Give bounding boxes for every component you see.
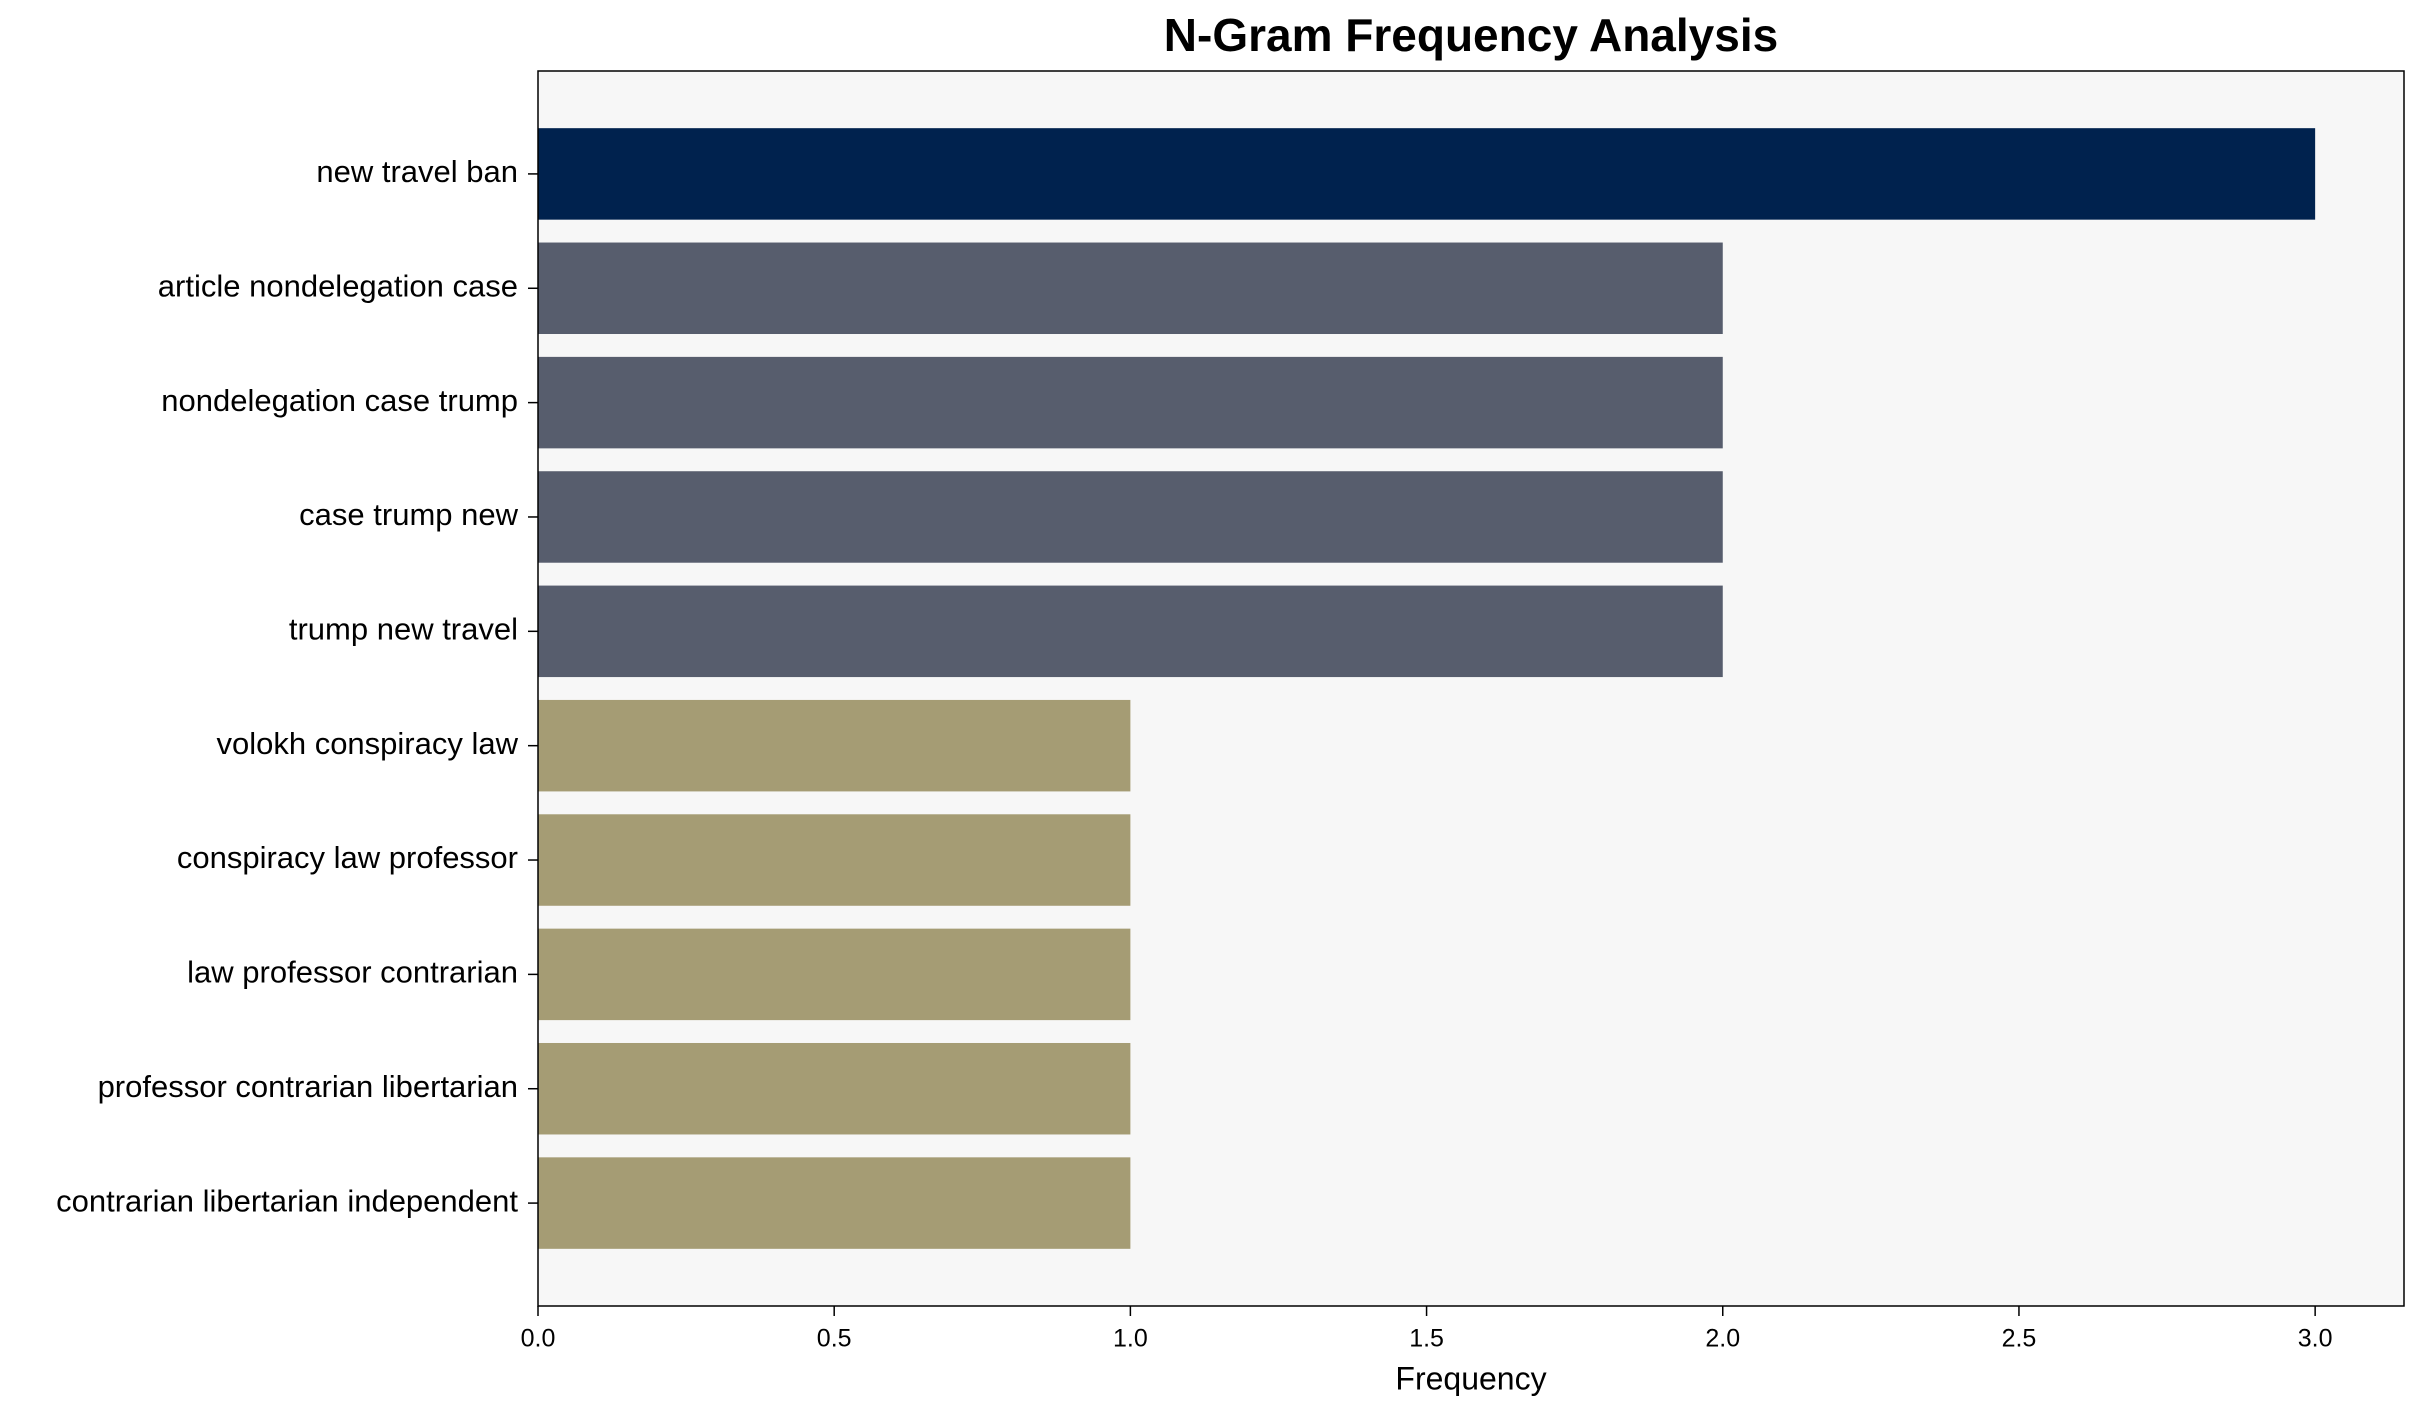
y-tick-label: nondelegation case trump [161,383,518,418]
bar [538,471,1723,563]
bar [538,128,2316,220]
y-tick-label: law professor contrarian [187,955,518,990]
x-tick-label: 3.0 [2298,1325,2333,1353]
bar [538,1157,1131,1249]
x-tick-label: 0.0 [521,1325,556,1353]
y-tick-label: new travel ban [316,154,518,189]
bar [538,928,1131,1021]
y-tick-label: professor contrarian libertarian [98,1069,518,1104]
bar [538,242,1723,335]
y-tick-label: case trump new [299,497,518,532]
y-tick-label: article nondelegation case [158,268,518,303]
bar [538,1042,1131,1135]
y-tick-label: trump new travel [289,612,518,647]
bar [538,699,1131,792]
x-axis-label: Frequency [1395,1360,1546,1396]
plot-frame [537,70,2405,1307]
x-tick-label: 0.5 [817,1325,852,1353]
x-tick-label: 2.0 [1705,1325,1740,1353]
chart-title: N-Gram Frequency Analysis [1164,9,1778,61]
bar [538,814,1131,906]
x-tick-label: 1.5 [1409,1325,1444,1353]
bar [538,356,1723,449]
x-tick-label: 2.5 [2002,1325,2037,1353]
y-tick-label: volokh conspiracy law [216,726,518,761]
bar [538,585,1723,678]
y-tick-label: contrarian libertarian independent [56,1183,518,1218]
x-tick-label: 1.0 [1113,1325,1148,1353]
y-tick-label: conspiracy law professor [177,840,518,875]
